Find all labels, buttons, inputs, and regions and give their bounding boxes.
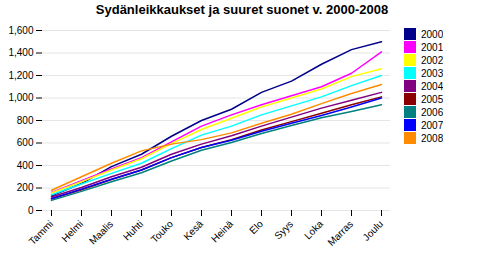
- svg-text:200: 200: [17, 182, 34, 193]
- svg-text:Kesä: Kesä: [181, 218, 205, 242]
- svg-text:1,200: 1,200: [8, 70, 33, 81]
- svg-text:Marras: Marras: [325, 218, 355, 248]
- svg-text:Syys: Syys: [272, 218, 295, 241]
- html-text:2007: 2007: [421, 119, 444, 131]
- svg-text:Heinä: Heinä: [209, 218, 236, 245]
- html-text:2002: 2002: [421, 54, 444, 66]
- svg-text:Huhti: Huhti: [121, 218, 145, 242]
- html-text:2003: 2003: [421, 67, 444, 79]
- html-text:Sydänleikkaukset ja suuret suo: Sydänleikkaukset ja suuret suonet v. 200…: [95, 2, 389, 17]
- html-text:2008: 2008: [421, 132, 444, 144]
- svg-text:600: 600: [17, 137, 34, 148]
- svg-text:1,400: 1,400: [8, 47, 33, 58]
- svg-text:0: 0: [28, 205, 34, 216]
- html-text:2000: 2000: [421, 28, 444, 40]
- html-text:2004: 2004: [421, 80, 444, 92]
- svg-text:Loka: Loka: [302, 218, 325, 241]
- html-text:2001: 2001: [421, 41, 444, 53]
- svg-text:Maalis: Maalis: [87, 218, 115, 246]
- svg-text:Touko: Touko: [149, 218, 176, 245]
- svg-text:Tammi: Tammi: [27, 218, 56, 247]
- html-text:2005: 2005: [421, 93, 444, 105]
- html-text:2006: 2006: [421, 106, 444, 118]
- svg-text:1,600: 1,600: [8, 25, 33, 36]
- svg-text:1,000: 1,000: [8, 92, 33, 103]
- svg-text:400: 400: [17, 160, 34, 171]
- svg-text:Joulu: Joulu: [360, 218, 385, 243]
- svg-text:800: 800: [17, 115, 34, 126]
- svg-text:Helmi: Helmi: [59, 218, 85, 244]
- svg-text:Elo: Elo: [247, 218, 265, 236]
